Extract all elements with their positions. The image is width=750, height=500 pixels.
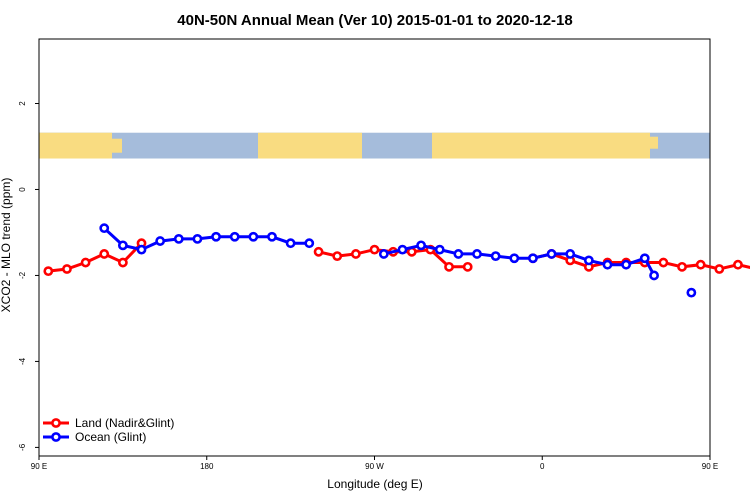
data-point [80, 257, 91, 268]
data-point [714, 264, 725, 274]
legend-marker [51, 418, 61, 428]
data-point [117, 257, 128, 268]
data-point [602, 259, 613, 270]
data-point [658, 257, 669, 268]
legend: Land (Nadir&Glint)Ocean (Glint) [43, 416, 174, 444]
x-tick-label: 90 W [365, 462, 384, 471]
data-point [332, 251, 343, 261]
data-point [565, 249, 576, 259]
legend-marker [51, 432, 61, 442]
series-line [103, 227, 310, 252]
y-tick-label: -2 [18, 271, 27, 279]
x-tick-label: 90 E [31, 462, 47, 471]
data-point [621, 259, 632, 270]
data-point [248, 231, 259, 242]
x-axis-label: Longitude (deg E) [327, 477, 422, 491]
data-point [229, 231, 240, 242]
series-layer [43, 223, 750, 298]
data-point [155, 236, 166, 246]
data-point [378, 249, 389, 259]
data-point [649, 270, 659, 281]
map-land-island [112, 138, 122, 153]
data-point [686, 287, 697, 298]
data-point [397, 244, 408, 255]
data-point [733, 259, 743, 270]
data-point [490, 251, 501, 261]
map-land-1 [258, 132, 362, 159]
legend-label: Land (Nadir&Glint) [75, 416, 174, 430]
data-point [546, 249, 557, 259]
data-point [350, 249, 361, 259]
data-point [62, 264, 72, 274]
data-point [173, 234, 184, 244]
y-tick-label: -4 [18, 357, 27, 365]
data-point [677, 261, 687, 272]
data-point [313, 246, 324, 257]
series-1 [99, 223, 697, 298]
x-tick-label: 90 E [702, 462, 718, 471]
data-point [472, 249, 482, 259]
data-point [444, 261, 454, 272]
data-point [43, 266, 54, 277]
legend-label: Ocean (Glint) [75, 430, 146, 444]
data-point [304, 238, 315, 249]
data-point [285, 238, 296, 249]
data-point [267, 231, 277, 242]
data-point [99, 249, 110, 259]
map-strip [39, 132, 710, 159]
data-point [192, 234, 203, 244]
map-land-0 [39, 132, 112, 159]
chart-title: 40N-50N Annual Mean (Ver 10) 2015-01-01 … [177, 12, 572, 29]
series-line [383, 243, 656, 277]
x-tick-label: 0 [540, 462, 545, 471]
x-tick-label: 180 [200, 462, 214, 471]
data-point [695, 259, 706, 270]
y-axis: 2 0 -2 -4 -6 [18, 101, 39, 451]
data-point [462, 261, 473, 272]
data-point [509, 253, 520, 264]
data-point [99, 223, 110, 234]
y-tick-label: -6 [18, 443, 27, 451]
map-land-2 [432, 132, 650, 159]
data-point [453, 249, 464, 259]
data-point [117, 240, 128, 251]
data-point [639, 253, 650, 264]
y-tick-label: 0 [18, 187, 27, 192]
map-land-island [650, 136, 658, 149]
y-axis-label: XCO2 - MLO trend (ppm) [0, 178, 13, 313]
data-point [416, 240, 426, 251]
data-point [583, 255, 594, 266]
data-point [211, 231, 221, 242]
y-tick-label: 2 [18, 101, 27, 106]
data-point [434, 244, 445, 255]
data-point [528, 253, 538, 264]
data-point [369, 244, 380, 255]
x-axis: 90 E 180 90 W 0 90 E [31, 456, 718, 471]
data-point [136, 244, 147, 255]
